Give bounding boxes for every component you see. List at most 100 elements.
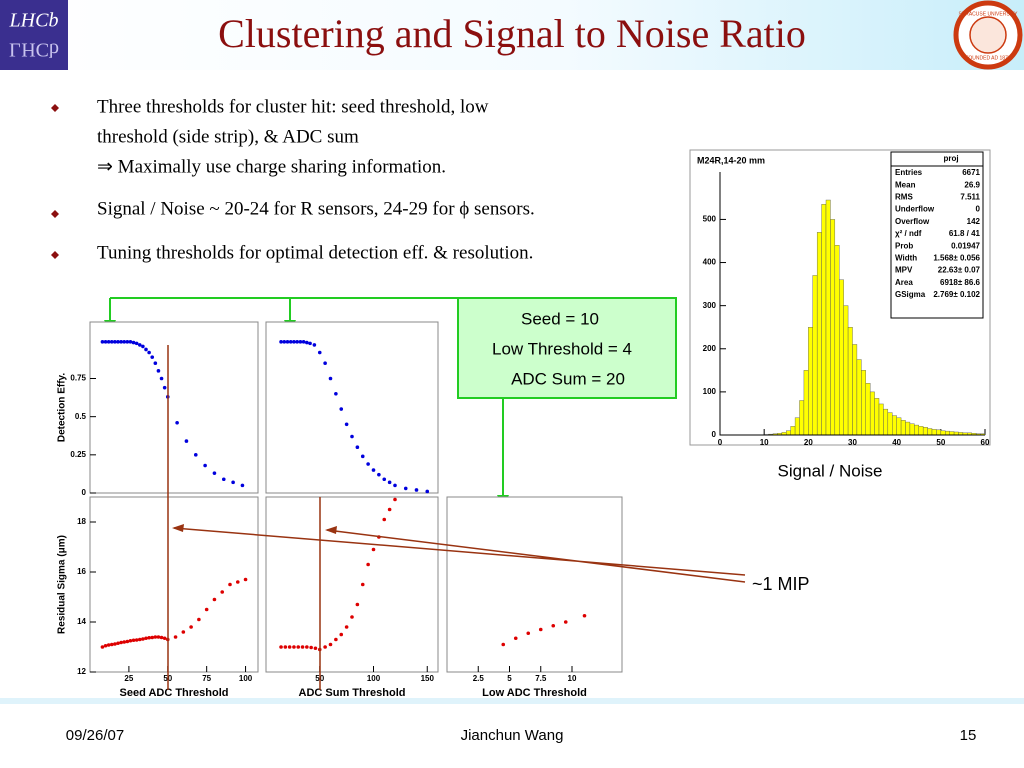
point bbox=[175, 420, 179, 425]
stats-name: Area bbox=[895, 278, 913, 287]
histogram-bar bbox=[918, 426, 924, 436]
histogram-bar bbox=[869, 391, 875, 436]
y-tick-label: 100 bbox=[703, 387, 717, 396]
x-axis-label: ADC Sum Threshold bbox=[299, 687, 406, 699]
point bbox=[582, 613, 587, 618]
point bbox=[305, 645, 309, 649]
point bbox=[292, 340, 296, 344]
histogram-bar bbox=[865, 383, 871, 436]
header-band bbox=[0, 0, 1024, 70]
point bbox=[162, 385, 167, 390]
point bbox=[156, 369, 161, 373]
point bbox=[339, 407, 344, 411]
point bbox=[295, 340, 299, 344]
y-tick-label: 300 bbox=[703, 301, 717, 310]
histogram-bar bbox=[883, 408, 889, 436]
x-tick-label: 2.5 bbox=[473, 674, 485, 683]
y-tick-label: 14 bbox=[77, 617, 86, 626]
stats-value: 0.01947 bbox=[951, 241, 980, 250]
point bbox=[141, 637, 145, 641]
point bbox=[355, 602, 360, 607]
point bbox=[334, 637, 338, 642]
point bbox=[403, 486, 408, 491]
point bbox=[344, 625, 349, 629]
bullets: Three thresholds for cluster hit: seed t… bbox=[97, 96, 535, 263]
point bbox=[159, 635, 164, 640]
point bbox=[387, 507, 392, 512]
bullet-marks bbox=[51, 104, 59, 259]
point bbox=[360, 582, 365, 587]
point bbox=[147, 635, 151, 640]
histogram-bar bbox=[878, 403, 884, 436]
point bbox=[103, 340, 108, 344]
point bbox=[116, 340, 120, 344]
point bbox=[144, 347, 148, 352]
point bbox=[288, 340, 293, 344]
title: Clustering and Signal to Noise Ratio bbox=[218, 11, 806, 56]
panel bbox=[265, 496, 439, 673]
point bbox=[203, 463, 207, 468]
point bbox=[243, 577, 248, 582]
footer-author: Jianchun Wang bbox=[461, 727, 564, 744]
callout-line: Low Threshold = 4 bbox=[492, 339, 632, 358]
point bbox=[563, 620, 568, 624]
x-tick-label: 0 bbox=[718, 438, 723, 447]
point bbox=[106, 643, 111, 647]
histogram-bar bbox=[856, 359, 862, 436]
point bbox=[301, 340, 306, 344]
point bbox=[377, 472, 381, 477]
y-tick-label: 0 bbox=[712, 430, 717, 439]
point bbox=[220, 590, 225, 594]
y-tick-label: 0.75 bbox=[70, 374, 86, 383]
stats-name: RMS bbox=[895, 193, 913, 202]
point bbox=[526, 631, 531, 636]
point bbox=[119, 640, 123, 645]
histogram-bar bbox=[786, 430, 791, 436]
stats-value: 142 bbox=[967, 217, 981, 226]
point bbox=[425, 489, 430, 494]
point bbox=[125, 639, 130, 644]
x-tick-label: 25 bbox=[124, 674, 133, 683]
point bbox=[279, 645, 283, 649]
point bbox=[538, 627, 543, 632]
point bbox=[221, 477, 226, 482]
logo-mirror: LHCb bbox=[9, 38, 59, 60]
point bbox=[137, 343, 142, 347]
point bbox=[344, 422, 349, 427]
point bbox=[292, 645, 296, 649]
y-tick-label: 400 bbox=[703, 258, 717, 267]
point bbox=[204, 607, 209, 612]
stats-name: Overflow bbox=[895, 217, 930, 226]
y-tick-label: 16 bbox=[77, 567, 86, 576]
point bbox=[513, 636, 518, 641]
point bbox=[308, 341, 312, 346]
point bbox=[282, 340, 287, 344]
point bbox=[235, 580, 240, 584]
point bbox=[125, 340, 130, 344]
bullet-text: Signal / Noise ~ 20-24 for R sensors, 24… bbox=[97, 198, 535, 219]
point bbox=[113, 642, 117, 646]
histogram-bar bbox=[931, 429, 937, 436]
point bbox=[106, 340, 111, 344]
x-tick-label: 30 bbox=[848, 438, 857, 447]
callout-line: ADC Sum = 20 bbox=[511, 369, 625, 388]
stats-name: Width bbox=[895, 254, 917, 263]
point bbox=[313, 646, 318, 651]
logo-text: LHCb bbox=[9, 10, 59, 32]
x-tick-label: 10 bbox=[760, 438, 769, 447]
y-tick-label: 0.5 bbox=[75, 412, 87, 421]
annotation: ~1 MIP bbox=[752, 574, 810, 594]
stats-name: Entries bbox=[895, 168, 923, 177]
y-axis-label: Detection Effy. bbox=[57, 373, 68, 442]
histogram-bar bbox=[922, 427, 928, 436]
point bbox=[317, 350, 322, 355]
point bbox=[287, 645, 292, 649]
chart-title: M24R,14-20 mm bbox=[697, 155, 765, 165]
point bbox=[382, 477, 387, 482]
x-tick-label: 150 bbox=[421, 674, 435, 683]
x-axis-label: Seed ADC Threshold bbox=[120, 687, 229, 699]
point bbox=[339, 632, 344, 637]
histogram-bar bbox=[892, 415, 897, 436]
